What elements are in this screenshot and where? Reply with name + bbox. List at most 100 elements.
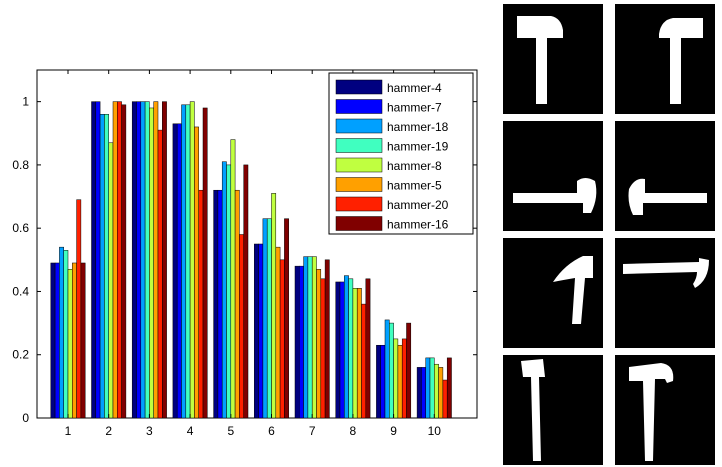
- y-tick-label: 0.8: [12, 158, 29, 172]
- x-tick-label: 1: [65, 424, 72, 438]
- y-tick-label: 0.6: [12, 221, 29, 235]
- thumbnail-8: [615, 355, 715, 465]
- bar-hammer-4-cat-8: [335, 281, 341, 419]
- bar-hammer-7-cat-4: [176, 123, 182, 419]
- bar-hammer-18-cat-2: [99, 114, 105, 419]
- bar-hammer-8-cat-2: [108, 142, 114, 419]
- bar-hammer-16-cat-1: [80, 262, 86, 419]
- bar-hammer-16-cat-7: [324, 259, 330, 419]
- x-tick-label: 4: [187, 424, 194, 438]
- bar-hammer-8-cat-4: [189, 101, 195, 419]
- bar-hammer-8-cat-5: [230, 139, 236, 419]
- bar-hammer-18-cat-6: [262, 218, 268, 419]
- bar-hammer-18-cat-4: [181, 104, 187, 419]
- bar-hammer-5-cat-8: [356, 288, 362, 419]
- bar-hammer-16-cat-10: [446, 357, 452, 419]
- thumbnail-4: [615, 121, 715, 231]
- bar-hammer-18-cat-8: [344, 275, 349, 419]
- thumbnail-6: [615, 238, 715, 348]
- bar-hammer-4-cat-5: [213, 189, 219, 419]
- bar-hammer-19-cat-6: [266, 218, 272, 419]
- bar-hammer-20-cat-4: [198, 189, 204, 419]
- bar-hammer-16-cat-5: [243, 164, 249, 419]
- bar-hammer-18-cat-5: [221, 161, 227, 419]
- bar-hammer-20-cat-2: [117, 101, 122, 419]
- thumbnail-7: [503, 355, 603, 465]
- y-tick-label: 0: [22, 411, 29, 425]
- bar-hammer-16-cat-9: [406, 322, 412, 419]
- hammer-horizontal-left-icon: [628, 178, 707, 215]
- bar-hammer-8-cat-10: [434, 363, 439, 419]
- bar-hammer-8-cat-9: [393, 338, 399, 419]
- bar-hammer-19-cat-7: [307, 256, 313, 419]
- bar-hammer-4-cat-4: [172, 123, 178, 419]
- y-tick-label: 0.2: [12, 348, 29, 362]
- bar-hammer-7-cat-5: [217, 189, 223, 419]
- bar-hammer-18-cat-7: [303, 256, 309, 419]
- bar-hammer-5-cat-2: [112, 101, 118, 419]
- hammer-mirrored-icon: [659, 18, 703, 104]
- x-tick-label: 8: [350, 424, 357, 438]
- hammer-rotated-icon: [623, 258, 709, 288]
- bar-hammer-20-cat-10: [442, 379, 448, 419]
- bar-hammer-20-cat-9: [401, 338, 407, 419]
- x-tick-label: 5: [227, 424, 234, 438]
- bars-group: [50, 101, 452, 419]
- x-tick-label: 7: [309, 424, 316, 438]
- bar-hammer-16-cat-8: [365, 278, 371, 419]
- bar-hammer-4-cat-1: [50, 262, 56, 419]
- thumbnail-3: [503, 121, 603, 231]
- x-tick-label: 6: [268, 424, 275, 438]
- bar-hammer-4-cat-6: [254, 243, 259, 419]
- thumbnail-2: [615, 4, 715, 114]
- bar-hammer-5-cat-6: [275, 246, 281, 419]
- bar-hammer-20-cat-8: [361, 303, 367, 419]
- bar-hammer-19-cat-8: [348, 278, 354, 419]
- legend-swatch-hammer-16: [335, 216, 383, 231]
- bar-hammer-16-cat-3: [162, 101, 167, 419]
- bar-hammer-5-cat-5: [234, 189, 240, 419]
- legend-label-hammer-20: hammer-20: [387, 198, 449, 212]
- bar-hammer-4-cat-2: [91, 101, 97, 419]
- bar-hammer-4-cat-9: [376, 344, 381, 419]
- hammer-tilted-icon: [553, 256, 593, 324]
- bar-hammer-16-cat-2: [121, 104, 127, 419]
- bar-hammer-20-cat-7: [320, 278, 326, 419]
- bar-hammer-5-cat-3: [153, 101, 159, 419]
- bar-hammer-8-cat-3: [149, 107, 154, 419]
- hammer-thin-mirrored-icon: [629, 363, 674, 461]
- hammer-horizontal-right-icon: [513, 178, 597, 213]
- bar-hammer-18-cat-9: [384, 319, 390, 419]
- bar-hammer-19-cat-9: [389, 322, 394, 419]
- legend-swatch-hammer-18: [335, 118, 383, 134]
- bar-hammer-4-cat-3: [131, 101, 137, 419]
- legend-label-hammer-4: hammer-4: [387, 81, 442, 95]
- legend-swatch-hammer-7: [335, 99, 383, 114]
- bar-hammer-7-cat-2: [95, 101, 101, 419]
- legend-swatch-hammer-19: [335, 138, 383, 153]
- legend-label-hammer-5: hammer-5: [387, 179, 442, 193]
- bar-hammer-19-cat-3: [144, 101, 150, 419]
- bar-hammer-5-cat-1: [72, 262, 77, 419]
- bar-hammer-19-cat-1: [63, 250, 69, 419]
- bar-hammer-7-cat-7: [299, 265, 304, 419]
- y-axis: 0 0.2 0.4 0.6 0.8 1: [12, 95, 477, 425]
- x-tick-label: 3: [146, 424, 153, 438]
- bar-hammer-20-cat-5: [239, 234, 244, 419]
- legend-swatch-hammer-5: [335, 177, 383, 192]
- bar-chart: 00.20.40.60.81 1 2 3 4 5 6 7 8 9 10 hammer-4hamme…: [12, 69, 478, 438]
- bar-hammer-7-cat-3: [136, 101, 142, 419]
- legend-label-hammer-16: hammer-16: [387, 218, 449, 232]
- bar-hammer-7-cat-1: [54, 262, 60, 419]
- bar-hammer-7-cat-8: [339, 281, 345, 419]
- bar-hammer-19-cat-2: [104, 114, 109, 419]
- bar-hammer-16-cat-4: [202, 107, 208, 419]
- legend: hammer-4 hammer-7 hammer-18 hammer-19 hammer…: [328, 72, 474, 235]
- bar-hammer-19-cat-10: [429, 357, 435, 419]
- legend-swatch-hammer-8: [335, 157, 383, 173]
- bar-hammer-5-cat-4: [194, 126, 199, 419]
- legend-label-hammer-18: hammer-18: [387, 120, 449, 134]
- bar-hammer-8-cat-6: [271, 193, 277, 419]
- bar-hammer-5-cat-9: [397, 344, 403, 419]
- bar-hammer-18-cat-1: [59, 246, 64, 419]
